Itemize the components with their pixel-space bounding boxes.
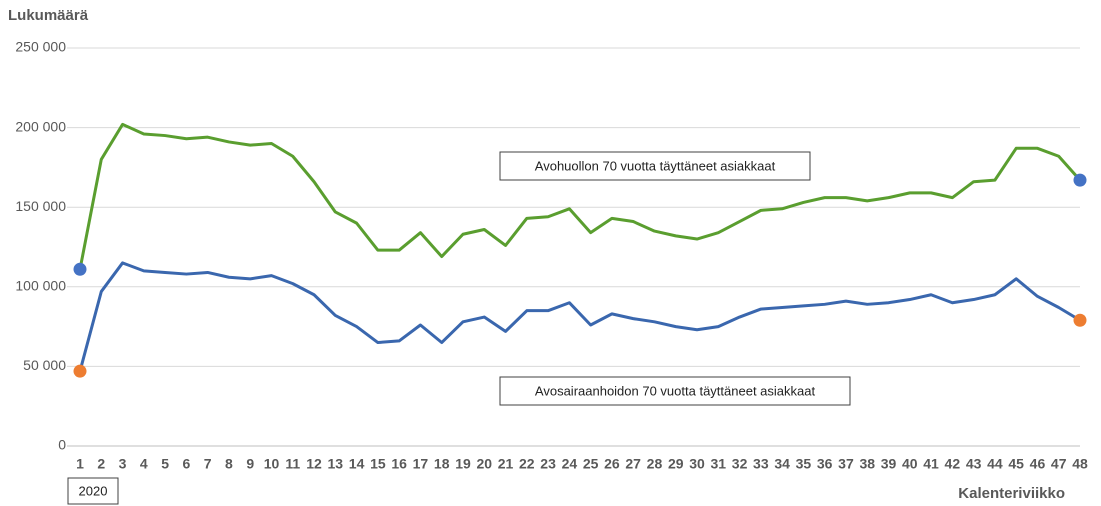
- x-tick-label: 34: [774, 456, 790, 472]
- x-tick-label: 41: [923, 456, 939, 472]
- x-tick-label: 30: [689, 456, 705, 472]
- x-tick-label: 48: [1072, 456, 1088, 472]
- y-tick-label: 50 000: [23, 357, 66, 373]
- x-tick-label: 9: [246, 456, 254, 472]
- y-tick-label: 150 000: [15, 198, 66, 214]
- x-tick-label: 44: [987, 456, 1003, 472]
- x-tick-label: 36: [817, 456, 833, 472]
- endpoint-marker: [1073, 313, 1087, 327]
- x-tick-label: 6: [182, 456, 190, 472]
- x-tick-label: 5: [161, 456, 169, 472]
- y-tick-label: 200 000: [15, 118, 66, 134]
- x-tick-label: 43: [966, 456, 982, 472]
- x-tick-label: 1: [76, 456, 84, 472]
- x-tick-label: 38: [859, 456, 875, 472]
- x-tick-label: 12: [306, 456, 322, 472]
- x-tick-label: 29: [668, 456, 684, 472]
- x-tick-label: 20: [476, 456, 492, 472]
- x-tick-label: 4: [140, 456, 148, 472]
- x-tick-label: 40: [902, 456, 918, 472]
- x-tick-label: 21: [498, 456, 514, 472]
- series-line: [78, 261, 1081, 372]
- endpoint-marker: [73, 364, 87, 378]
- year-annotation: 2020: [79, 483, 108, 498]
- y-axis-label: Lukumäärä: [8, 7, 89, 24]
- x-tick-label: 23: [540, 456, 556, 472]
- x-tick-label: 47: [1051, 456, 1067, 472]
- x-tick-label: 39: [881, 456, 897, 472]
- x-tick-label: 32: [732, 456, 748, 472]
- x-tick-label: 16: [391, 456, 407, 472]
- y-tick-label: 0: [58, 437, 66, 453]
- x-tick-label: 11: [285, 456, 300, 472]
- x-tick-label: 28: [647, 456, 663, 472]
- x-tick-label: 35: [796, 456, 812, 472]
- y-tick-label: 250 000: [15, 39, 66, 55]
- x-tick-label: 45: [1008, 456, 1024, 472]
- x-tick-label: 27: [625, 456, 641, 472]
- x-tick-label: 3: [119, 456, 127, 472]
- y-tick-label: 100 000: [15, 278, 66, 294]
- x-tick-label: 46: [1030, 456, 1046, 472]
- series-label-box: [499, 151, 811, 181]
- series-line: [78, 122, 1082, 270]
- x-tick-label: 26: [604, 456, 620, 472]
- x-tick-label: 33: [753, 456, 769, 472]
- x-tick-label: 7: [204, 456, 212, 472]
- series-label-box: [499, 376, 851, 406]
- x-tick-label: 22: [519, 456, 535, 472]
- x-tick-label: 19: [455, 456, 471, 472]
- x-axis-label: Kalenteriviikko: [958, 485, 1065, 502]
- endpoint-marker: [73, 262, 87, 276]
- x-tick-label: 18: [434, 456, 450, 472]
- x-tick-label: 10: [264, 456, 280, 472]
- x-tick-label: 8: [225, 456, 233, 472]
- x-tick-label: 13: [328, 456, 344, 472]
- x-tick-label: 24: [562, 456, 578, 472]
- x-tick-label: 14: [349, 456, 365, 472]
- endpoint-marker: [1073, 173, 1087, 187]
- series-label: Avohuollon 70 vuotta täyttäneet asiakkaa…: [535, 158, 776, 173]
- x-tick-label: 2: [97, 456, 105, 472]
- year-box: [67, 477, 119, 505]
- x-tick-label: 17: [413, 456, 429, 472]
- x-tick-label: 37: [838, 456, 854, 472]
- series-label: Avosairaanhoidon 70 vuotta täyttäneet as…: [535, 383, 816, 398]
- x-tick-label: 31: [711, 456, 727, 472]
- x-tick-label: 15: [370, 456, 386, 472]
- x-tick-label: 42: [945, 456, 961, 472]
- x-tick-label: 25: [583, 456, 599, 472]
